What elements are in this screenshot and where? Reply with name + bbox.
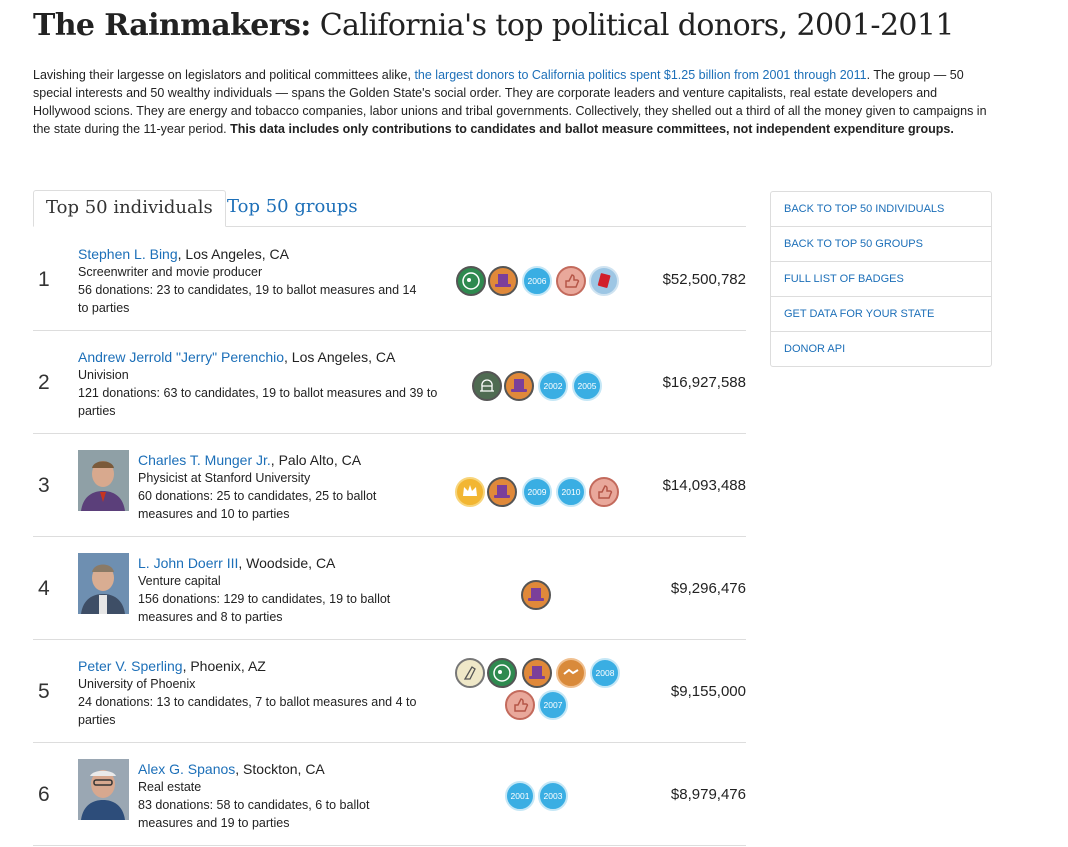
year-badge[interactable]: 2002: [538, 371, 568, 401]
intro-text-2: . The group — 50 special interests and 5…: [33, 68, 987, 136]
top-hat-icon[interactable]: [522, 658, 552, 688]
donor-rank: 6: [38, 783, 50, 806]
crown-icon[interactable]: [455, 477, 485, 507]
donor-row: 1 Stephen L. Bing, Los Angeles, CA Scree…: [33, 228, 746, 331]
top-hat-icon[interactable]: [488, 266, 518, 296]
donor-amount: $9,296,476: [670, 580, 746, 597]
donor-info: L. John Doerr III, Woodside, CA Venture …: [138, 554, 408, 626]
donor-info: Stephen L. Bing, Los Angeles, CA Screenw…: [78, 245, 428, 317]
donor-occupation: Physicist at Stanford University: [138, 471, 311, 485]
year-badge[interactable]: 2008: [590, 658, 620, 688]
donor-rank: 4: [38, 577, 50, 600]
badge-group: 2002 2005: [448, 331, 648, 433]
badge-group: 2006: [448, 228, 648, 330]
badge-group: 2008 2007: [448, 640, 648, 742]
donor-location: , Los Angeles, CA: [177, 246, 289, 262]
donor-donations: 83 donations: 58 to candidates, 6 to bal…: [138, 798, 370, 830]
year-badge[interactable]: 2007: [538, 690, 568, 720]
donor-amount: $8,979,476: [670, 786, 746, 803]
donor-info: Charles T. Munger Jr., Palo Alto, CA Phy…: [138, 451, 408, 523]
intro-text-1: Lavishing their largesse on legislators …: [33, 68, 415, 82]
year-badge[interactable]: 2005: [572, 371, 602, 401]
donor-rank: 2: [38, 371, 50, 394]
donor-occupation: Univision: [78, 368, 129, 382]
capitol-dome-icon[interactable]: [472, 371, 502, 401]
donkey-elephant-icon[interactable]: [487, 658, 517, 688]
year-badge[interactable]: 2010: [556, 477, 586, 507]
donor-location: , Stockton, CA: [235, 761, 325, 777]
thumbs-up-icon[interactable]: [505, 690, 535, 720]
donkey-elephant-icon[interactable]: [456, 266, 486, 296]
tab-top-50-groups[interactable]: Top 50 groups: [227, 196, 358, 217]
donor-row: 2 Andrew Jerrold "Jerry" Perenchio, Los …: [33, 331, 746, 434]
thumbs-up-icon[interactable]: [589, 477, 619, 507]
red-card-icon[interactable]: [589, 266, 619, 296]
year-badge[interactable]: 2001: [505, 781, 535, 811]
donor-name-link[interactable]: L. John Doerr III: [138, 555, 239, 571]
donor-name-link[interactable]: Stephen L. Bing: [78, 246, 178, 262]
donor-row: 5 Peter V. Sperling, Phoenix, AZ Univers…: [33, 640, 746, 743]
badge-group: [448, 537, 648, 639]
donor-donations: 56 donations: 23 to candidates, 19 to ba…: [78, 283, 417, 315]
donor-info: Peter V. Sperling, Phoenix, AZ Universit…: [78, 657, 428, 729]
title-rest: California's top political donors, 2001-…: [310, 8, 955, 43]
year-badge[interactable]: 2003: [538, 781, 568, 811]
donor-donations: 121 donations: 63 to candidates, 19 to b…: [78, 386, 438, 418]
page-title: The Rainmakers: California's top politic…: [33, 8, 954, 43]
top-hat-icon[interactable]: [487, 477, 517, 507]
donor-location: , Woodside, CA: [238, 555, 336, 571]
donor-occupation: University of Phoenix: [78, 677, 196, 691]
donor-name-link[interactable]: Charles T. Munger Jr.: [138, 452, 271, 468]
donor-amount: $9,155,000: [670, 683, 746, 700]
donor-occupation: Real estate: [138, 780, 202, 794]
donor-donations: 60 donations: 25 to candidates, 25 to ba…: [138, 489, 377, 521]
intro-disclaimer: This data includes only contributions to…: [230, 122, 954, 136]
donor-rank: 5: [38, 680, 50, 703]
badge-group: 2001 2003: [448, 743, 648, 845]
donor-info: Alex G. Spanos, Stockton, CA Real estate…: [138, 760, 408, 832]
donor-occupation: Screenwriter and movie producer: [78, 265, 263, 279]
donor-list: 1 Stephen L. Bing, Los Angeles, CA Scree…: [33, 228, 746, 846]
year-badge[interactable]: 2009: [522, 477, 552, 507]
year-badge[interactable]: 2006: [522, 266, 552, 296]
donor-amount: $52,500,782: [662, 271, 746, 288]
donor-amount: $14,093,488: [662, 477, 746, 494]
top-hat-icon[interactable]: [521, 580, 551, 610]
donor-photo: [78, 553, 129, 614]
donor-info: Andrew Jerrold "Jerry" Perenchio, Los An…: [78, 348, 438, 420]
tab-top-50-individuals[interactable]: Top 50 individuals: [33, 190, 226, 227]
full-list-of-badges-link[interactable]: FULL LIST OF BADGES: [771, 262, 991, 297]
donor-name-link[interactable]: Andrew Jerrold "Jerry" Perenchio: [78, 349, 285, 365]
donor-photo: [78, 759, 129, 820]
donor-location: , Palo Alto, CA: [270, 452, 362, 468]
sidebar-nav: BACK TO TOP 50 INDIVIDUALS BACK TO TOP 5…: [770, 191, 992, 367]
donor-name-link[interactable]: Alex G. Spanos: [138, 761, 236, 777]
thumbs-up-icon[interactable]: [556, 266, 586, 296]
top-hat-icon[interactable]: [504, 371, 534, 401]
badge-group: 2009 2010: [448, 434, 648, 536]
get-data-for-your-state-link[interactable]: GET DATA FOR YOUR STATE: [771, 297, 991, 332]
title-bold: The Rainmakers:: [33, 8, 311, 43]
back-to-top-50-groups-link[interactable]: BACK TO TOP 50 GROUPS: [771, 227, 991, 262]
donor-location: , Phoenix, AZ: [182, 658, 266, 674]
donor-location: , Los Angeles, CA: [284, 349, 396, 365]
donor-row: 3 Charles T. Munger Jr., Palo Alto, CA P…: [33, 434, 746, 537]
donor-name-link[interactable]: Peter V. Sperling: [78, 658, 183, 674]
donor-rank: 1: [38, 268, 50, 291]
donor-row: 4 L. John Doerr III, Woodside, CA Ventur…: [33, 537, 746, 640]
handshake-icon[interactable]: [556, 658, 586, 688]
back-to-top-50-individuals-link[interactable]: BACK TO TOP 50 INDIVIDUALS: [771, 192, 991, 227]
donor-amount: $16,927,588: [662, 374, 746, 391]
tab-bar: Top 50 individuals Top 50 groups: [33, 190, 746, 227]
intro-paragraph: Lavishing their largesse on legislators …: [33, 66, 993, 138]
intro-spending-link[interactable]: the largest donors to California politic…: [414, 68, 867, 82]
donor-donations: 156 donations: 129 to candidates, 19 to …: [138, 592, 391, 624]
praying-hands-icon[interactable]: [455, 658, 485, 688]
donor-occupation: Venture capital: [138, 574, 221, 588]
donor-api-link[interactable]: DONOR API: [784, 343, 846, 355]
donor-photo: [78, 450, 129, 511]
donor-row: 6 Alex G. Spanos, Stockton, CA Real esta…: [33, 743, 746, 846]
donor-rank: 3: [38, 474, 50, 497]
donor-donations: 24 donations: 13 to candidates, 7 to bal…: [78, 695, 417, 727]
